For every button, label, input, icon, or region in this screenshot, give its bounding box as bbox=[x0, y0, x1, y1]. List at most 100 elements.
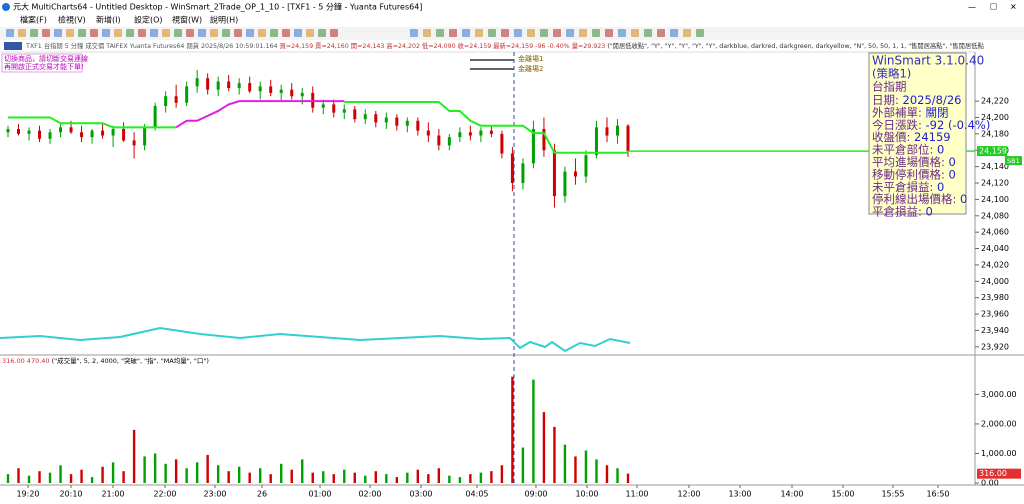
tool-button[interactable] bbox=[318, 29, 326, 37]
tool-button[interactable] bbox=[258, 29, 266, 37]
volume-bar bbox=[17, 468, 20, 483]
tool-button[interactable] bbox=[78, 29, 86, 37]
tool-button[interactable] bbox=[410, 29, 418, 37]
volume-bar bbox=[385, 474, 388, 483]
tool-button[interactable] bbox=[162, 29, 170, 37]
tool-button[interactable] bbox=[114, 29, 122, 37]
tool-button[interactable] bbox=[423, 29, 431, 37]
tool-button[interactable] bbox=[631, 29, 639, 37]
minimize[interactable]: — bbox=[968, 3, 976, 12]
tool-button[interactable] bbox=[186, 29, 194, 37]
candle-body bbox=[258, 86, 262, 92]
tool-button[interactable] bbox=[282, 29, 290, 37]
tool-button[interactable] bbox=[579, 29, 587, 37]
tool-button[interactable] bbox=[330, 29, 338, 37]
info-box bbox=[868, 52, 967, 215]
tool-button[interactable] bbox=[198, 29, 206, 37]
menu-item[interactable]: 設定(O) bbox=[134, 15, 163, 25]
tool-button[interactable] bbox=[475, 29, 483, 37]
tool-button[interactable] bbox=[42, 29, 50, 37]
tool-button[interactable] bbox=[66, 29, 74, 37]
volume-bar bbox=[511, 376, 514, 483]
tool-button[interactable] bbox=[514, 29, 522, 37]
tool-button[interactable] bbox=[174, 29, 182, 37]
candle-body bbox=[353, 109, 357, 120]
candle-body bbox=[153, 106, 157, 128]
candle-body bbox=[626, 125, 630, 152]
info-row: 外部補單: 關閉 bbox=[872, 105, 949, 119]
info-row: 未平倉損益: 0 bbox=[872, 179, 944, 193]
sa-badge bbox=[4, 42, 22, 50]
tool-button[interactable] bbox=[6, 29, 14, 37]
tool-button[interactable] bbox=[696, 29, 704, 37]
tool-button[interactable] bbox=[605, 29, 613, 37]
tool-button[interactable] bbox=[54, 29, 62, 37]
header-field: TAIFEX bbox=[105, 43, 128, 50]
tool-button[interactable] bbox=[553, 29, 561, 37]
tool-button[interactable] bbox=[18, 29, 26, 37]
tool-button[interactable] bbox=[449, 29, 457, 37]
volume-bar bbox=[27, 475, 31, 483]
info-row: 平倉損益: 0 bbox=[872, 204, 933, 218]
menu-item[interactable]: 新增(I) bbox=[96, 15, 121, 25]
tool-button[interactable] bbox=[270, 29, 278, 37]
tool-button[interactable] bbox=[102, 29, 110, 37]
maximize[interactable]: ☐ bbox=[990, 3, 997, 12]
candle-body bbox=[363, 114, 367, 120]
candle-body bbox=[48, 132, 52, 139]
tool-button[interactable] bbox=[306, 29, 314, 37]
chart-header bbox=[0, 40, 1024, 52]
menu-item[interactable]: 說明(H) bbox=[210, 15, 238, 25]
candle-body bbox=[542, 128, 546, 151]
tool-button[interactable] bbox=[527, 29, 535, 37]
volume-bar bbox=[185, 468, 188, 483]
menu-item[interactable]: 檢視(V) bbox=[58, 15, 86, 25]
close[interactable]: ✕ bbox=[1010, 3, 1017, 12]
tool-button[interactable] bbox=[436, 29, 444, 37]
candle-body bbox=[531, 128, 535, 164]
candle-body bbox=[237, 83, 241, 89]
tool-button[interactable] bbox=[618, 29, 626, 37]
info-value: 0 bbox=[949, 167, 956, 181]
tool-button[interactable] bbox=[566, 29, 574, 37]
volume-bar bbox=[174, 459, 178, 483]
tool-button[interactable] bbox=[246, 29, 254, 37]
tool-button[interactable] bbox=[90, 29, 98, 37]
tool-button[interactable] bbox=[540, 29, 548, 37]
tool-button[interactable] bbox=[222, 29, 230, 37]
candle-body bbox=[195, 78, 199, 87]
info-label: 平均進場價格: bbox=[872, 155, 945, 169]
tool-button[interactable] bbox=[501, 29, 509, 37]
tool-button[interactable] bbox=[234, 29, 242, 37]
y-tick-label: 24,100 bbox=[981, 195, 1009, 204]
candle-body bbox=[143, 127, 147, 146]
tool-button[interactable] bbox=[592, 29, 600, 37]
menu-item[interactable]: 檔案(F) bbox=[20, 15, 47, 25]
tool-button[interactable] bbox=[488, 29, 496, 37]
tool-button[interactable] bbox=[462, 29, 470, 37]
header-field: 5 分鐘 bbox=[65, 41, 84, 50]
candle-body bbox=[615, 125, 619, 136]
volume-bar bbox=[164, 463, 167, 483]
candle-body bbox=[395, 117, 399, 126]
x-tick-label: 10:00 bbox=[575, 490, 598, 499]
tool-button[interactable] bbox=[210, 29, 218, 37]
x-tick-label: 22:00 bbox=[153, 490, 176, 499]
tool-button[interactable] bbox=[126, 29, 134, 37]
x-tick-label: 26 bbox=[257, 490, 267, 499]
tool-button[interactable] bbox=[294, 29, 302, 37]
tool-button[interactable] bbox=[670, 29, 678, 37]
y-tick-label: 24,060 bbox=[981, 228, 1009, 237]
x-tick-label: 23:00 bbox=[203, 490, 226, 499]
tool-button[interactable] bbox=[683, 29, 691, 37]
tool-button[interactable] bbox=[138, 29, 146, 37]
volume-bar bbox=[259, 468, 262, 483]
menu-item[interactable]: 視窗(W) bbox=[172, 15, 202, 25]
candle-body bbox=[300, 92, 304, 97]
tool-button[interactable] bbox=[30, 29, 38, 37]
tool-button[interactable] bbox=[657, 29, 665, 37]
candle-body bbox=[321, 104, 325, 108]
toolbar-icons bbox=[6, 29, 704, 37]
tool-button[interactable] bbox=[644, 29, 652, 37]
tool-button[interactable] bbox=[150, 29, 158, 37]
